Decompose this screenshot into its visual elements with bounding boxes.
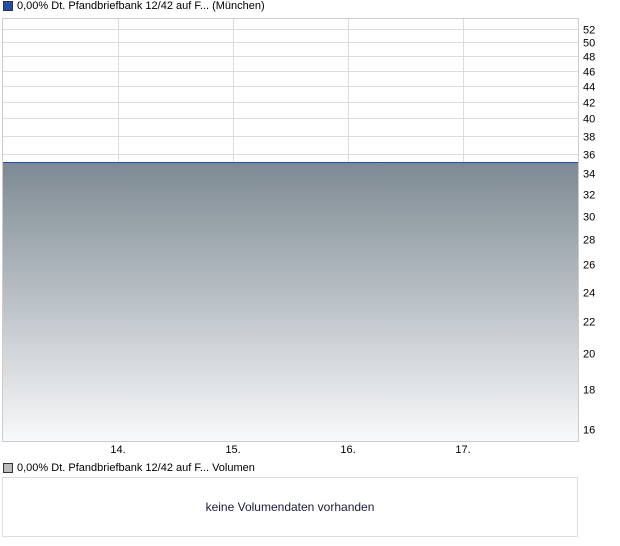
x-tick-label: 17.: [455, 444, 470, 456]
y-tick-label: 18: [583, 385, 595, 397]
y-tick-label: 36: [583, 150, 595, 162]
price-legend: 0,00% Dt. Pfandbriefbank 12/42 auf F... …: [3, 0, 265, 12]
y-tick-label: 16: [583, 425, 595, 437]
no-volume-message: keine Volumendaten vorhanden: [205, 500, 375, 514]
y-tick-label: 28: [583, 235, 595, 247]
y-tick-label: 52: [583, 25, 595, 37]
price-area: [3, 162, 578, 441]
y-tick-label: 20: [583, 349, 595, 361]
y-tick-label: 44: [583, 82, 595, 94]
y-tick-label: 34: [583, 169, 595, 181]
volume-panel: keine Volumendaten vorhanden: [2, 477, 578, 537]
volume-legend: 0,00% Dt. Pfandbriefbank 12/42 auf F... …: [3, 462, 255, 474]
y-tick-label: 50: [583, 38, 595, 50]
price-legend-label: 0,00% Dt. Pfandbriefbank 12/42 auf F... …: [17, 0, 265, 12]
volume-legend-label: 0,00% Dt. Pfandbriefbank 12/42 auf F... …: [17, 462, 255, 474]
y-tick-label: 46: [583, 67, 595, 79]
y-tick-label: 38: [583, 132, 595, 144]
y-tick-label: 42: [583, 98, 595, 110]
legend-swatch: [3, 463, 13, 473]
y-tick-label: 40: [583, 114, 595, 126]
x-tick-label: 15.: [225, 444, 240, 456]
y-tick-label: 48: [583, 52, 595, 64]
y-tick-label: 22: [583, 317, 595, 329]
y-tick-label: 30: [583, 212, 595, 224]
x-tick-label: 16.: [340, 444, 355, 456]
x-tick-label: 14.: [110, 444, 125, 456]
legend-swatch: [3, 1, 13, 11]
plot-border: [2, 18, 579, 442]
y-tick-label: 24: [583, 288, 595, 300]
y-tick-label: 32: [583, 190, 595, 202]
y-tick-label: 26: [583, 260, 595, 272]
